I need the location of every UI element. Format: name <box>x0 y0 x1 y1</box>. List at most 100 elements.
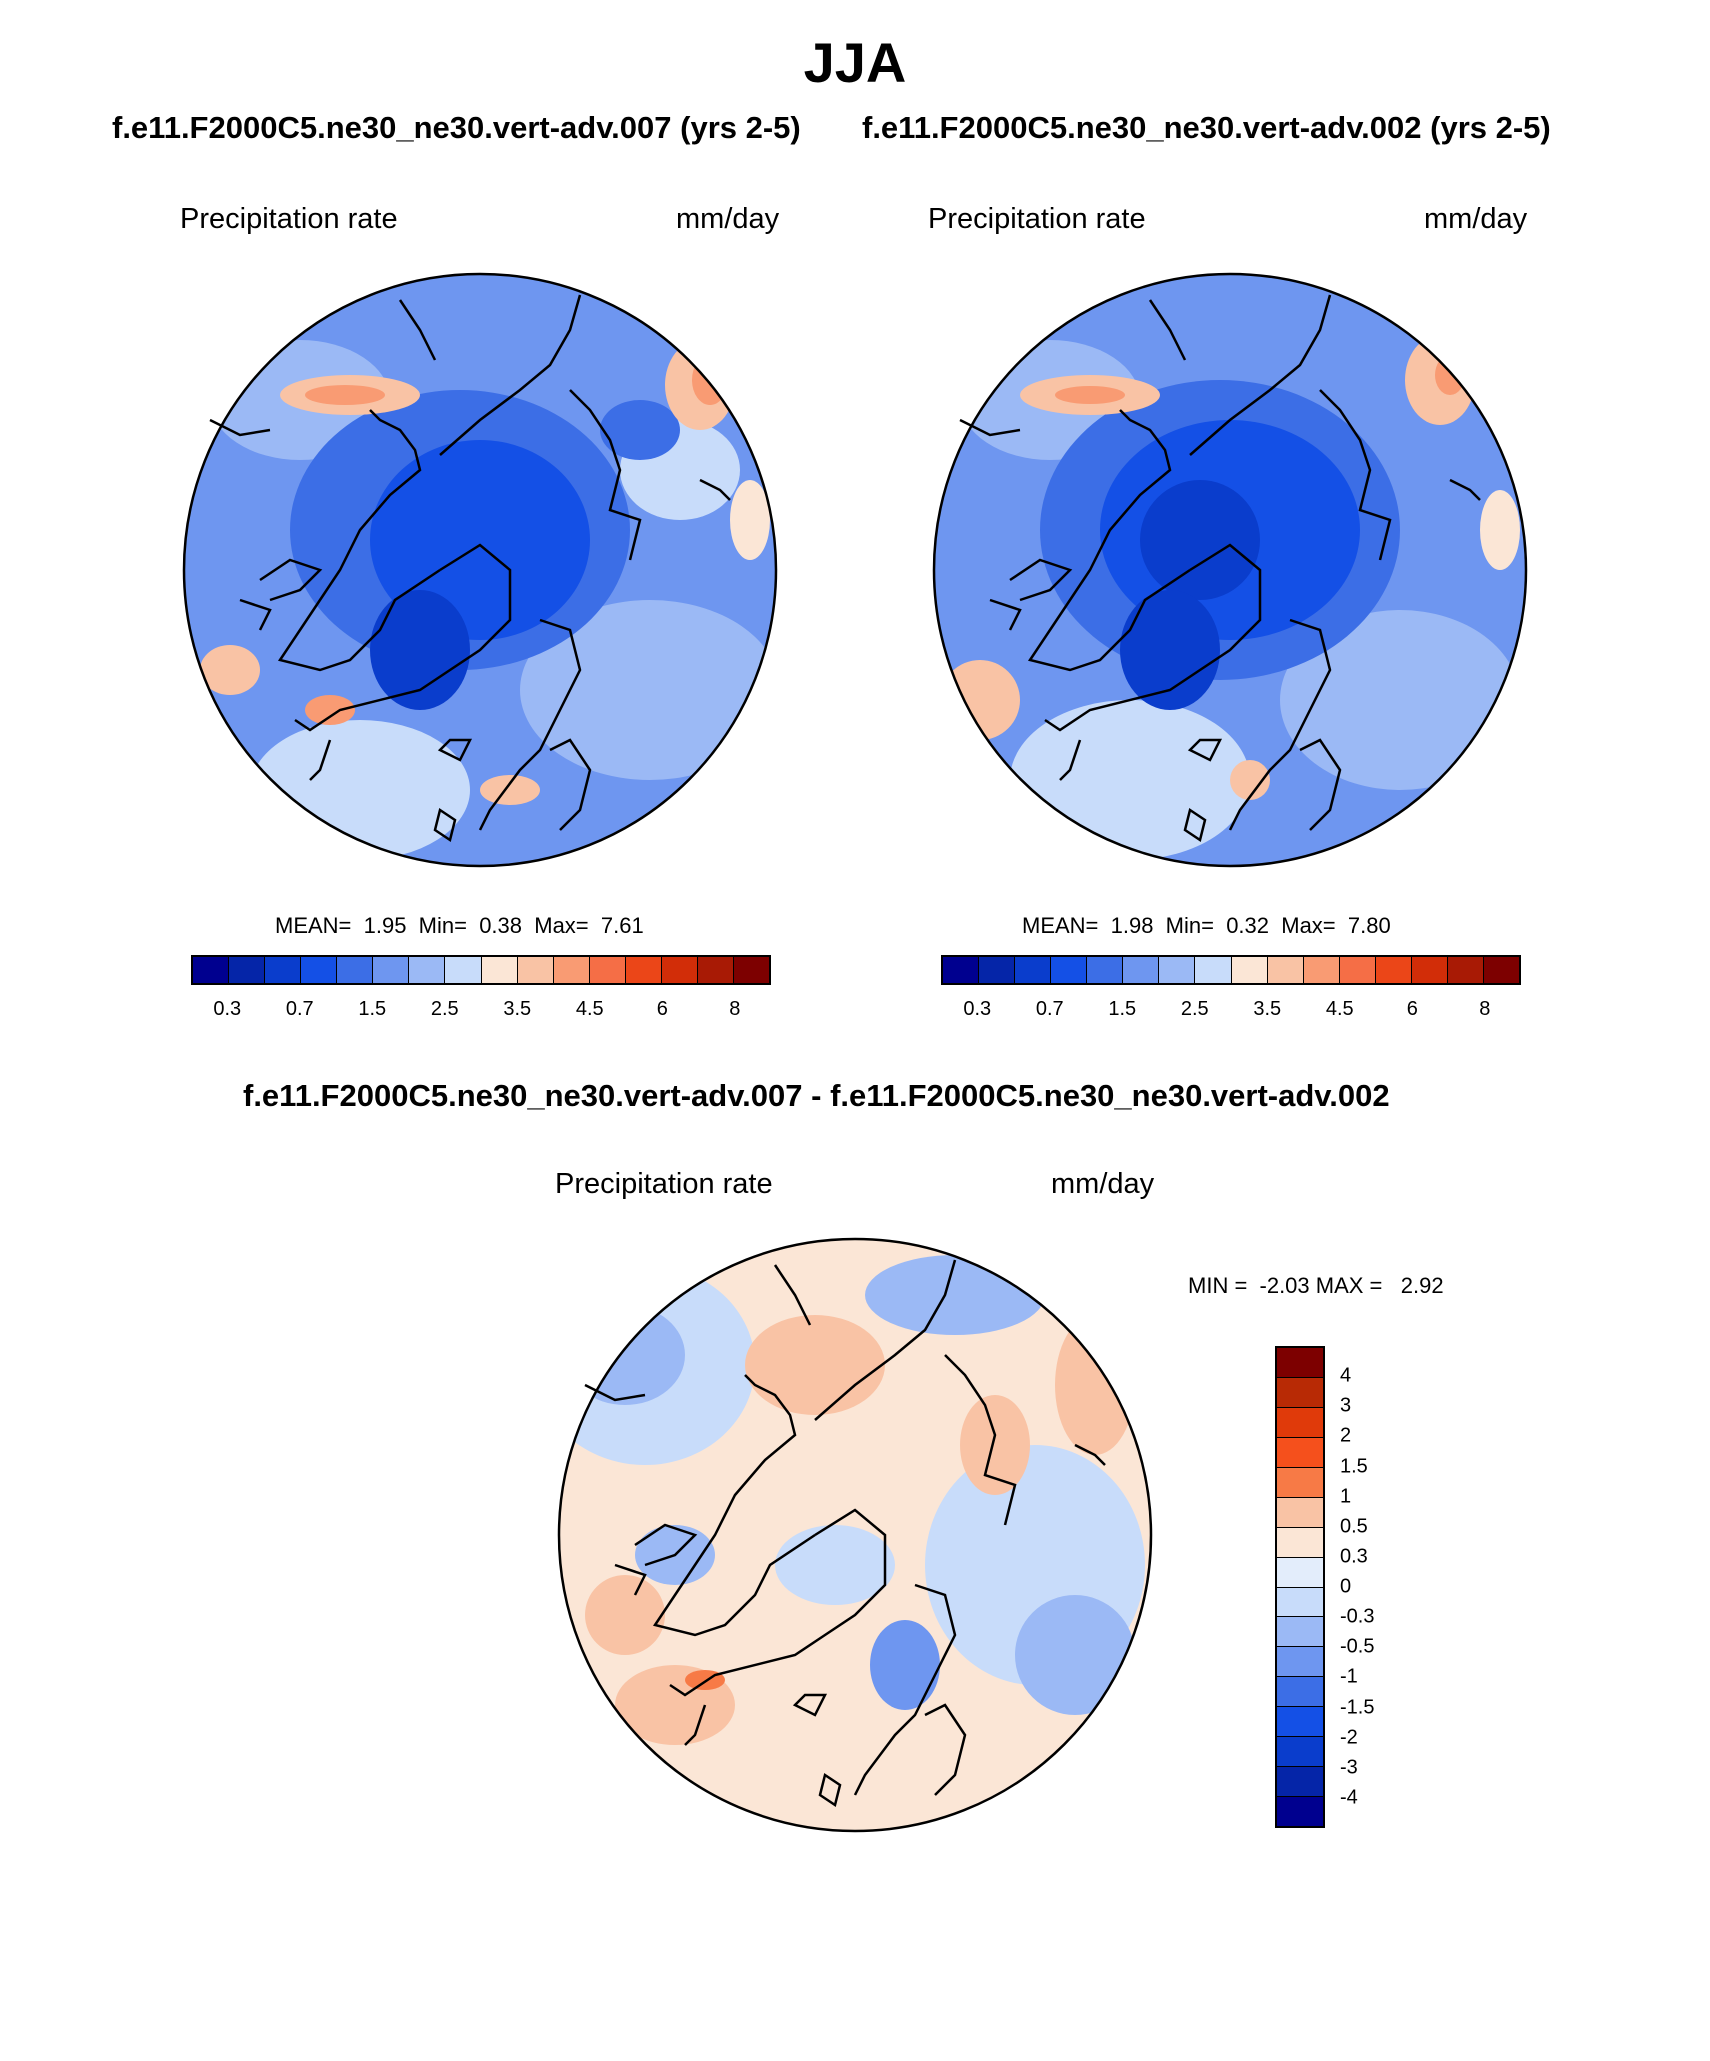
colorbar-swatch <box>1277 1437 1323 1468</box>
coastline <box>669 1508 887 1697</box>
coastline <box>1187 738 1223 762</box>
right-colorbar <box>941 955 1521 985</box>
colorbar-tick-label: 2.5 <box>430 998 459 1020</box>
coastline <box>818 1772 842 1808</box>
colorbar-swatch <box>1303 957 1340 983</box>
precip-contour-region <box>1055 386 1125 404</box>
subtitle-left-case: f.e11.F2000C5.ne30_ne30.vert-adv.007 (yr… <box>112 110 801 145</box>
colorbar-swatch <box>1277 1767 1323 1798</box>
colorbar-tick-label: 0.7 <box>1035 998 1064 1020</box>
coastline <box>309 739 332 781</box>
precip-contour-region <box>692 355 728 405</box>
coastline <box>814 1259 957 1421</box>
right-panel-variable: Precipitation rate <box>928 203 1146 235</box>
precip-contour-region <box>370 590 470 710</box>
colorbar-swatch <box>1267 957 1304 983</box>
colorbar-tick-label: 8 <box>729 998 741 1020</box>
difference-colorbar-ticks: 4 3 2 1.5 1 0.5 0.3 0 -0.3 -0.5 -1 -1.5 -2 -3 -4 <box>1340 1346 1420 1828</box>
precip-contour-region <box>305 695 355 725</box>
colorbar-swatch <box>589 957 626 983</box>
coastline <box>1148 299 1187 361</box>
colorbar-swatch <box>1277 1737 1323 1768</box>
colorbar-tick-label: 0.3 <box>213 998 242 1020</box>
diff-panel-stats: MIN = -2.03 MAX = 2.92 <box>1188 1273 1444 1298</box>
coastline <box>259 558 323 602</box>
colorbar-swatch <box>1277 1587 1323 1618</box>
colorbar-tick-label: 0 <box>1340 1575 1352 1598</box>
colorbar-swatch <box>1483 957 1519 983</box>
diff-panel-units: mm/day <box>1051 1168 1155 1200</box>
right-polar-map <box>932 272 1528 868</box>
colorbar-swatch <box>1277 1647 1323 1678</box>
colorbar-swatch <box>1231 957 1268 983</box>
precip-contour-region <box>200 645 260 695</box>
colorbar-swatch <box>265 957 302 983</box>
colorbar-swatch <box>661 957 698 983</box>
precip-contour-region <box>520 600 776 780</box>
left-panel-stats: MEAN= 1.95 Min= 0.38 Max= 7.61 <box>275 913 644 938</box>
precip-contour-region <box>960 1395 1030 1495</box>
colorbar-tick-label: 4 <box>1340 1364 1352 1387</box>
colorbar-tick-label: -3 <box>1340 1756 1358 1779</box>
left-colorbar <box>191 955 771 985</box>
coastline <box>549 738 592 831</box>
coastline <box>437 738 473 762</box>
coastline <box>1074 1443 1106 1466</box>
coastline <box>294 543 512 732</box>
colorbar-swatch <box>625 957 662 983</box>
colorbar-swatch <box>337 957 374 983</box>
difference-subtitle: f.e11.F2000C5.ne30_ne30.vert-adv.007 - f… <box>243 1078 1390 1113</box>
figure-title: JJA <box>803 31 907 94</box>
colorbar-tick-label: 6 <box>1406 998 1418 1020</box>
colorbar-tick-label: 3 <box>1340 1394 1352 1417</box>
colorbar-tick-label: 1.5 <box>1108 998 1137 1020</box>
colorbar-tick-label: 6 <box>656 998 668 1020</box>
coastline <box>584 1383 646 1402</box>
colorbar-swatch <box>1277 1617 1323 1648</box>
colorbar-tick-label: 2 <box>1340 1424 1352 1447</box>
difference-colorbar <box>1275 1346 1325 1828</box>
colorbar-tick-label: 2.5 <box>1180 998 1209 1020</box>
colorbar-swatch <box>229 957 266 983</box>
precip-contour-region <box>775 1525 895 1605</box>
left-panel-variable: Precipitation rate <box>180 203 398 235</box>
precip-contour-region <box>745 1315 885 1415</box>
colorbar-tick-label: -2 <box>1340 1726 1358 1749</box>
coastline <box>652 1374 816 1637</box>
colorbar-swatch <box>1051 957 1088 983</box>
coastline <box>439 294 582 456</box>
right-panel-stats: MEAN= 1.98 Min= 0.32 Max= 7.80 <box>1022 913 1391 938</box>
coastline <box>792 1693 828 1717</box>
colorbar-swatch <box>1411 957 1448 983</box>
coastline <box>684 1704 707 1746</box>
coastline <box>209 418 271 437</box>
colorbar-swatch <box>553 957 590 983</box>
colorbar-swatch <box>1277 1407 1323 1438</box>
coastline <box>1189 294 1332 456</box>
colorbar-swatch <box>373 957 410 983</box>
colorbar-swatch <box>517 957 554 983</box>
colorbar-swatch <box>1375 957 1412 983</box>
colorbar-tick-label: 4.5 <box>1325 998 1354 1020</box>
coastline <box>1319 389 1392 561</box>
precip-contour-region <box>305 385 385 405</box>
colorbar-swatch <box>409 957 446 983</box>
precip-contour-region <box>565 1305 685 1405</box>
left-polar-map <box>182 272 778 868</box>
coastline <box>614 1563 647 1596</box>
colorbar-tick-label: 0.7 <box>285 998 314 1020</box>
precip-contour-region <box>1010 700 1250 860</box>
colorbar-tick-label: 0.3 <box>963 998 992 1020</box>
colorbar-swatch <box>1277 1707 1323 1738</box>
colorbar-swatch <box>979 957 1016 983</box>
colorbar-tick-label: -1 <box>1340 1665 1358 1688</box>
colorbar-tick-label: 8 <box>1479 998 1491 1020</box>
coastline <box>924 1703 967 1796</box>
right-panel-units: mm/day <box>1424 203 1528 235</box>
coastline <box>989 598 1022 631</box>
colorbar-tick-label: -0.3 <box>1340 1605 1375 1628</box>
colorbar-swatch <box>697 957 734 983</box>
coastline <box>277 409 441 672</box>
colorbar-swatch <box>1277 1377 1323 1408</box>
coastline <box>1449 478 1481 501</box>
